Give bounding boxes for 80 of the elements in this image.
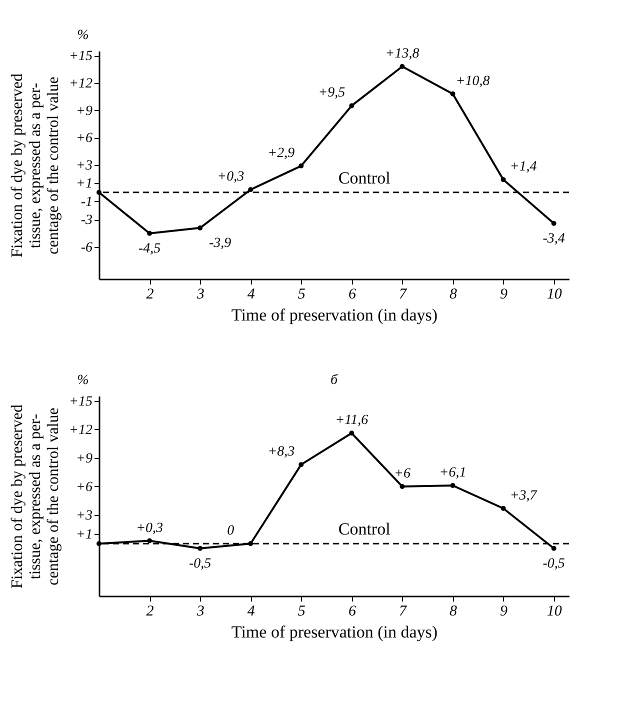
y-tick-label: +15 [69, 394, 92, 410]
x-tick-label: 4 [247, 604, 256, 620]
point [551, 220, 556, 226]
point [450, 91, 456, 96]
data-label: -4,5 [138, 241, 161, 256]
data-label: +13,8 [385, 46, 420, 62]
point [349, 430, 354, 436]
x-tick-label: 2 [146, 604, 154, 620]
x-tick-label: 5 [298, 286, 306, 302]
x-axis-title: Time of preservation (in days) [231, 306, 438, 324]
data-label: 0 [227, 524, 234, 539]
x-tick-label: 9 [500, 286, 508, 302]
y-tick-label: +3 [76, 158, 92, 174]
y-axis-title: Fixation of dye by preserved tissue, expressed as a per- centage of the control value [9, 74, 62, 258]
ref-line-label: Control [338, 168, 391, 188]
y-tick-label: +1 [76, 528, 92, 543]
point [400, 484, 405, 489]
x-axis-title: Time of preservation (in days) [231, 622, 438, 642]
data-label: +6,1 [439, 466, 466, 481]
x-tick-label: 6 [348, 286, 356, 302]
point [400, 64, 405, 69]
point [96, 190, 102, 195]
data-label: +10,8 [456, 74, 490, 89]
data-label: +11,6 [335, 413, 368, 428]
ref-line-label: Control [338, 520, 391, 539]
point [147, 230, 152, 236]
x-tick-label: 10 [546, 286, 562, 302]
data-label: +8,3 [268, 444, 295, 460]
y-tick-label: -3 [80, 213, 92, 228]
point [248, 187, 254, 192]
x-tick-label: 9 [500, 604, 508, 620]
text: % [77, 373, 89, 388]
y-tick-label: +12 [69, 76, 92, 92]
data-label: +6 [394, 466, 410, 482]
y-tick-label: +9 [76, 104, 92, 119]
x-tick-label: 8 [450, 286, 458, 302]
y-tick-label: +12 [69, 422, 92, 438]
point [349, 103, 354, 108]
y-tick-label: +6 [76, 131, 92, 146]
point [551, 546, 556, 551]
y-axis-title: Fixation of dye by preserved tissue, expressed as a per- centage of the control value [9, 404, 62, 588]
x-tick-label: 10 [546, 604, 562, 620]
y-tick-label: +1 [76, 176, 92, 192]
data-label: +2,9 [268, 146, 295, 161]
y-tick-label: +15 [69, 49, 92, 64]
x-tick-label: 6 [348, 604, 356, 620]
point [500, 506, 506, 511]
point [96, 541, 102, 546]
x-tick-label: 7 [398, 286, 408, 302]
point [198, 225, 203, 230]
data-label: -0,5 [542, 556, 565, 572]
y-tick-label: +9 [76, 451, 92, 466]
text: % [77, 28, 89, 43]
point [298, 462, 304, 468]
data-label: -3,4 [542, 231, 565, 246]
point [248, 541, 254, 546]
point [298, 163, 304, 168]
y-tick-label: +3 [76, 508, 92, 524]
point [450, 483, 456, 488]
text: б [330, 373, 338, 388]
y-tick-label: -1 [80, 194, 92, 210]
point [198, 546, 203, 551]
data-label: +9,5 [318, 86, 346, 101]
point [500, 177, 506, 182]
x-tick-label: 5 [298, 604, 306, 620]
x-tick-label: 4 [247, 286, 256, 302]
data-label: +1,4 [510, 160, 537, 175]
data-label: +3,7 [510, 488, 538, 504]
point [147, 538, 152, 544]
data-label: -3,9 [208, 236, 232, 251]
data-label: -0,5 [188, 556, 212, 572]
y-tick-label: -6 [80, 240, 92, 256]
data-label: +0,3 [217, 170, 244, 185]
x-tick-label: 8 [450, 604, 458, 620]
x-tick-label: 7 [398, 604, 408, 620]
data-label: +0,3 [136, 520, 164, 536]
x-tick-label: 3 [196, 286, 204, 302]
x-tick-label: 3 [196, 604, 204, 620]
y-tick-label: +6 [76, 480, 92, 495]
x-tick-label: 2 [146, 286, 154, 302]
